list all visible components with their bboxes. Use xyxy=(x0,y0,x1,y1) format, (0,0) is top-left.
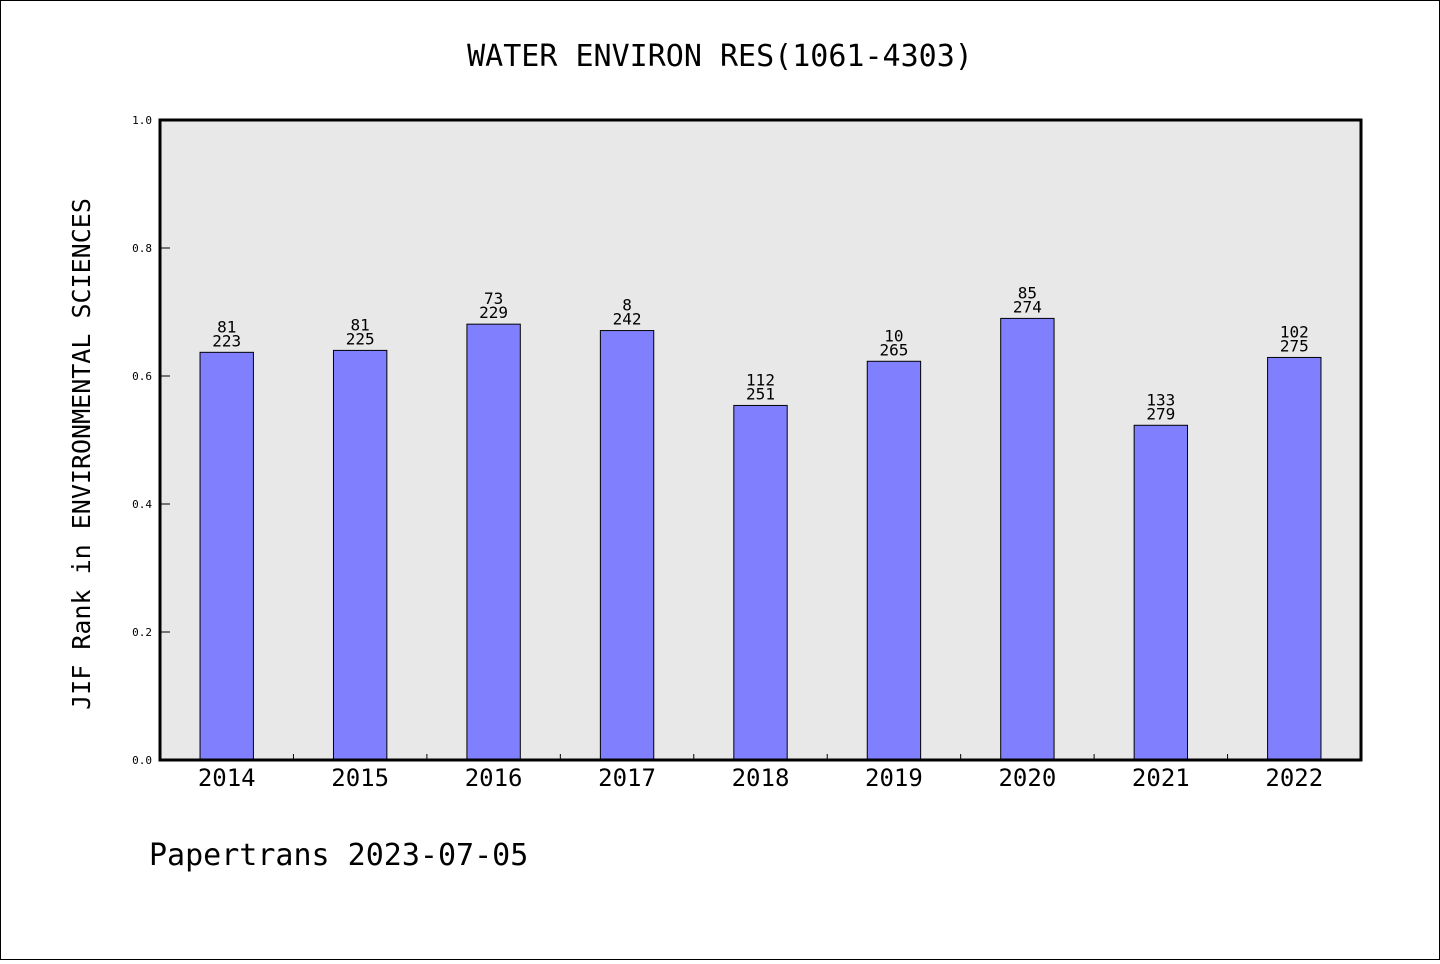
y-tick-label: 0.8 xyxy=(132,242,152,255)
bar-2014 xyxy=(199,351,254,761)
bar-total-label: 279 xyxy=(1146,404,1175,423)
y-tick-label: 0.2 xyxy=(132,626,152,639)
y-axis-ticks: 0.0 0.2 0.4 0.6 0.8 1.0 xyxy=(132,114,170,767)
bar-total-label: 275 xyxy=(1280,336,1309,355)
x-tick-label: 2015 xyxy=(331,764,389,792)
bar-2015 xyxy=(332,349,388,761)
bar-total-label: 251 xyxy=(746,384,775,403)
bar-2019 xyxy=(866,360,922,761)
bar-total-label: 229 xyxy=(479,303,508,322)
bar-2020 xyxy=(1000,317,1055,761)
x-tick-label: 2021 xyxy=(1132,764,1190,792)
bar-rank-label: 81 xyxy=(217,317,236,336)
bar-rank-label: 8 xyxy=(622,296,632,315)
bar-total-label: 274 xyxy=(1013,297,1042,316)
footer-credit: Papertrans 2023-07-05 xyxy=(149,838,528,873)
chart-title: WATER ENVIRON RES(1061-4303) xyxy=(467,39,973,74)
x-tick-label: 2022 xyxy=(1265,764,1323,792)
bar-total-label: 242 xyxy=(613,310,642,329)
x-tick-label: 2017 xyxy=(598,764,656,792)
bar-2021 xyxy=(1133,424,1189,761)
bar-rank-label: 133 xyxy=(1146,390,1175,409)
y-tick-label: 1.0 xyxy=(132,114,152,127)
bar-total-label: 225 xyxy=(346,329,375,348)
x-tick-label: 2016 xyxy=(465,764,523,792)
bar-2016 xyxy=(466,323,521,761)
bar-total-label: 265 xyxy=(879,340,908,359)
y-tick-label: 0.6 xyxy=(132,370,152,383)
plot-border xyxy=(158,118,1363,762)
bar-2017 xyxy=(599,330,655,761)
bar-rank-label: 73 xyxy=(484,289,503,308)
x-tick-label: 2018 xyxy=(732,764,790,792)
bar-rank-label: 81 xyxy=(351,315,370,334)
x-tick-label: 2019 xyxy=(865,764,923,792)
x-tick-label: 2020 xyxy=(998,764,1056,792)
bar-rank-label: 102 xyxy=(1280,322,1309,341)
bar-total-label: 223 xyxy=(212,331,241,350)
bar-rank-label: 85 xyxy=(1018,283,1037,302)
x-tick-label: 2014 xyxy=(198,764,256,792)
y-tick-label: 0.0 xyxy=(132,754,152,767)
y-tick-label: 0.4 xyxy=(132,498,152,511)
bar-rank-label: 10 xyxy=(884,326,903,345)
y-axis-label: JIF Rank in ENVIRONMENTAL SCIENCES xyxy=(67,198,96,710)
bar-2022 xyxy=(1267,356,1322,761)
bar-2018 xyxy=(733,404,788,761)
x-axis-ticks: 2014 2015 2016 2017 2018 2019 2020 2021 2022 xyxy=(198,754,1323,792)
bar-rank-label: 112 xyxy=(746,370,775,389)
